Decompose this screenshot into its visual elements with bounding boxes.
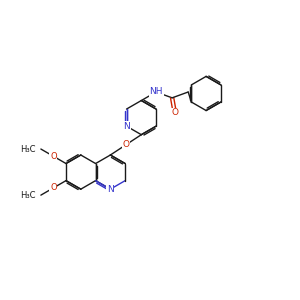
- Text: NH: NH: [149, 88, 163, 97]
- Text: O: O: [50, 183, 57, 192]
- Text: H₃C: H₃C: [20, 145, 36, 154]
- Text: O: O: [122, 140, 129, 149]
- Text: O: O: [171, 109, 178, 118]
- Text: H₃C: H₃C: [20, 190, 36, 200]
- Text: N: N: [123, 122, 130, 130]
- Text: O: O: [50, 152, 57, 161]
- Text: N: N: [107, 185, 114, 194]
